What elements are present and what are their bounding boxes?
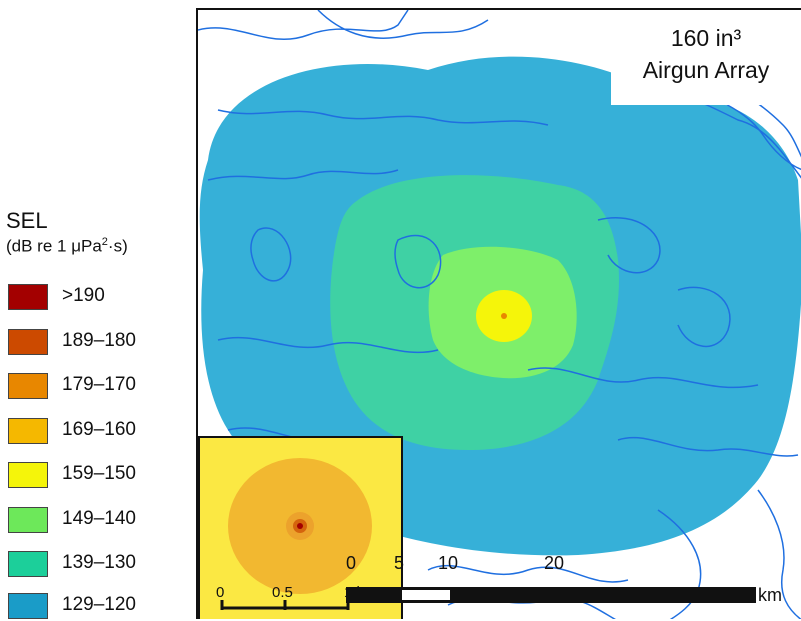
sel-legend: SEL (dB re 1 μPa2·s) >190 189–180 179–17… bbox=[0, 0, 196, 619]
sound-exposure-map: 160 in³ Airgun Array 0 0.5 1 km bbox=[196, 8, 801, 619]
legend-label: 159–150 bbox=[62, 463, 136, 484]
map-scale-bar: 0 5 10 20 km bbox=[346, 553, 801, 619]
legend-item-169-160: 169–160 bbox=[8, 418, 196, 446]
inset-canvas bbox=[220, 458, 372, 610]
legend-item-129-120: 129–120 bbox=[8, 593, 196, 621]
legend-item-139-130: 139–130 bbox=[8, 551, 196, 579]
inset-scale-bar bbox=[220, 600, 350, 610]
scale-tick: 5 bbox=[394, 553, 405, 573]
scale-bar-graphic bbox=[346, 587, 756, 603]
legend-label: >190 bbox=[62, 285, 105, 306]
legend-label: 139–130 bbox=[62, 552, 136, 573]
legend-swatch bbox=[8, 593, 48, 619]
legend-label: 149–140 bbox=[62, 508, 136, 529]
legend-item-149-140: 149–140 bbox=[8, 507, 196, 535]
inset-scale-tick: 0 bbox=[216, 584, 225, 601]
legend-label: 169–160 bbox=[62, 419, 136, 440]
legend-swatch bbox=[8, 462, 48, 488]
scale-tick: 10 bbox=[438, 553, 459, 573]
legend-swatch bbox=[8, 373, 48, 399]
inset-scale-tick: 0.5 bbox=[272, 584, 293, 601]
scale-tick: 0 bbox=[346, 553, 357, 573]
map-title-line-2: Airgun Array bbox=[642, 57, 770, 83]
legend-item-159-150: 159–150 bbox=[8, 462, 196, 490]
legend-swatch bbox=[8, 418, 48, 444]
legend-label: 179–170 bbox=[62, 374, 136, 395]
map-canvas bbox=[198, 10, 801, 619]
legend-swatch bbox=[8, 329, 48, 355]
legend-unit: (dB re 1 μPa2·s) bbox=[6, 236, 128, 256]
legend-label: 129–120 bbox=[62, 594, 136, 615]
inset-zone-190 bbox=[297, 523, 303, 529]
legend-swatch bbox=[8, 507, 48, 533]
map-title-box: 160 in³ Airgun Array bbox=[611, 10, 801, 105]
legend-swatch bbox=[8, 551, 48, 577]
source-point bbox=[501, 313, 507, 319]
legend-item-190: >190 bbox=[8, 284, 196, 312]
scale-unit: km bbox=[758, 585, 782, 605]
scale-tick: 20 bbox=[544, 553, 565, 573]
legend-item-179-170: 179–170 bbox=[8, 373, 196, 401]
legend-swatch bbox=[8, 284, 48, 310]
map-title-line-1: 160 in³ bbox=[670, 25, 742, 51]
legend-title: SEL bbox=[6, 208, 48, 233]
legend-item-189-180: 189–180 bbox=[8, 329, 196, 357]
legend-label: 189–180 bbox=[62, 330, 136, 351]
